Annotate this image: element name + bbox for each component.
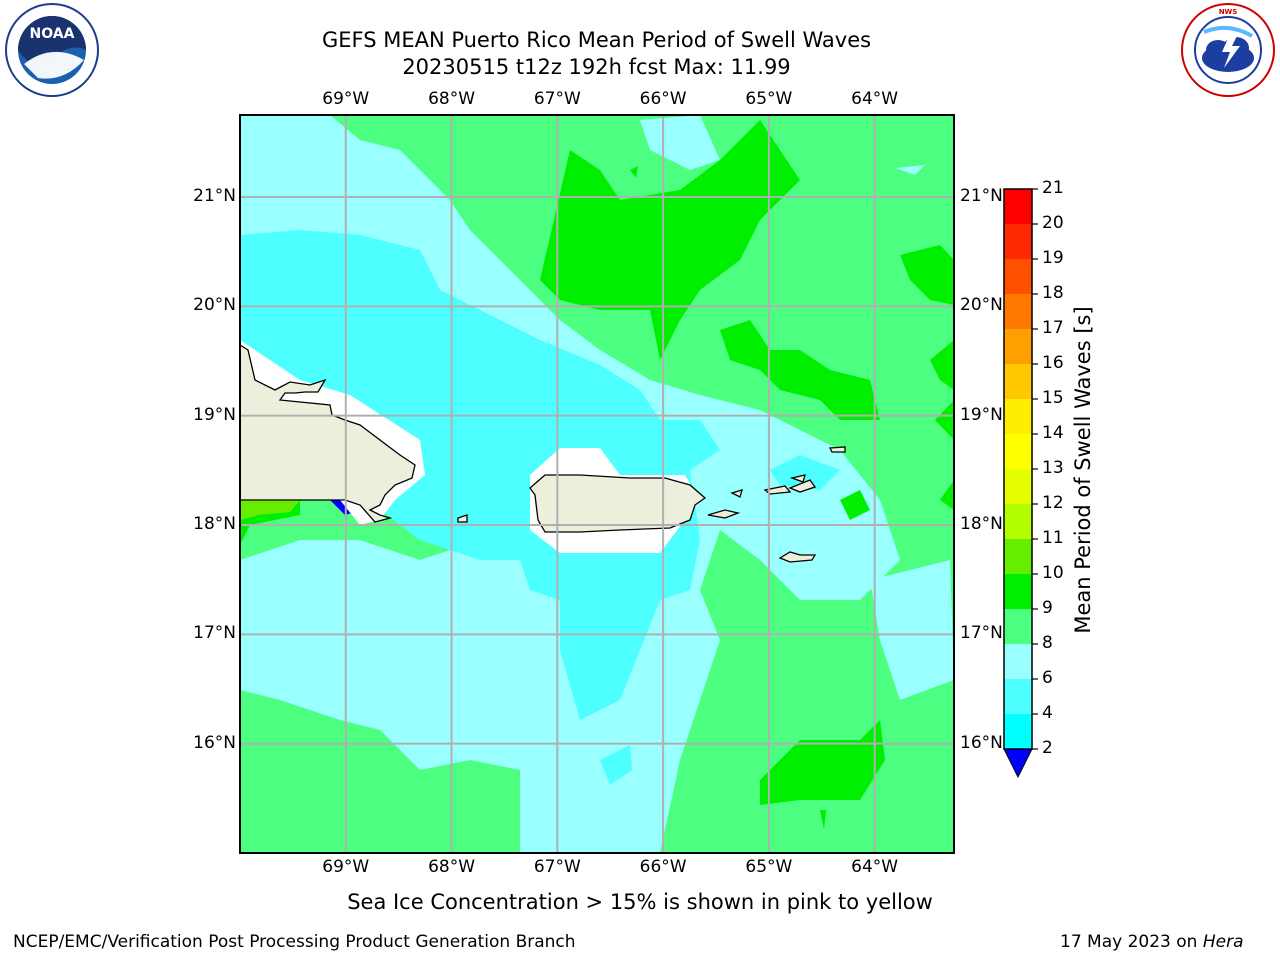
colorbar-label: 9: [1042, 598, 1053, 618]
colorbar-swatch: [1004, 294, 1032, 329]
colorbar-label: 18: [1042, 283, 1064, 303]
colorbar-swatch: [1004, 259, 1032, 294]
lon-tick-top: 66°W: [639, 89, 687, 109]
colorbar-label: 16: [1042, 353, 1064, 373]
footer-date-text: 17 May 2023 on: [1060, 932, 1203, 952]
lat-tick-right: 16°N: [960, 732, 1003, 753]
colorbar-label: 6: [1042, 668, 1053, 688]
lon-tick-top: 64°W: [851, 89, 899, 109]
contour-11-12: [240, 500, 300, 520]
colorbar-label: 12: [1042, 493, 1064, 513]
colorbar: [1003, 188, 1038, 779]
lon-tick-top: 69°W: [322, 89, 370, 109]
sea-ice-note: Sea Ice Concentration > 15% is shown in …: [347, 890, 933, 914]
footer-branch: NCEP/EMC/Verification Post Processing Pr…: [13, 932, 576, 952]
land: [239, 343, 846, 563]
colorbar-swatch: [1004, 574, 1032, 609]
lon-tick-bottom: 69°W: [322, 857, 370, 877]
colorbar-title: Mean Period of Swell Waves [s]: [1071, 306, 1095, 634]
colorbar-label: 17: [1042, 318, 1064, 338]
colorbar-label: 19: [1042, 248, 1064, 268]
lat-tick-left: 17°N: [193, 623, 236, 644]
lat-tick-left: 21°N: [193, 186, 236, 206]
lat-tick-right: 18°N: [960, 514, 1003, 534]
colorbar-label: 20: [1042, 213, 1064, 233]
noaa-logo: NOAA: [4, 2, 100, 98]
lat-tick-right: 20°N: [960, 295, 1003, 316]
contour-10-11: [240, 120, 954, 830]
colorbar-label: 13: [1042, 458, 1064, 478]
lat-tick-left: 16°N: [193, 732, 236, 753]
lon-tick-bottom: 65°W: [745, 857, 793, 877]
lon-tick-bottom: 64°W: [851, 857, 899, 877]
chart-title: GEFS MEAN Puerto Rico Mean Period of Swe…: [321, 28, 872, 52]
contour-6-8: [240, 230, 840, 785]
svg-text:NWS: NWS: [1219, 8, 1238, 16]
lat-tick-right: 21°N: [960, 186, 1003, 206]
colorbar-swatch: [1004, 609, 1032, 644]
lat-tick-left: 19°N: [193, 404, 236, 425]
noaa-wordmark: NOAA: [30, 26, 75, 42]
colorbar-swatch: [1004, 399, 1032, 434]
footer-host: Hera: [1202, 932, 1244, 952]
colorbar-extend-arrow: [1003, 748, 1033, 779]
colorbar-swatch: [1004, 644, 1032, 679]
lon-tick-bottom: 68°W: [428, 857, 476, 877]
lon-tick-top: 65°W: [745, 89, 793, 109]
grid: [240, 115, 954, 853]
colorbar-swatch: [1004, 329, 1032, 364]
colorbar-label: 4: [1042, 703, 1053, 723]
lon-tick-bottom: 66°W: [639, 857, 687, 877]
lon-tick-top: 68°W: [428, 89, 476, 109]
nws-logo: NWS: [1180, 2, 1276, 98]
colorbar-swatch: [1004, 364, 1032, 399]
colorbar-swatch: [1004, 679, 1032, 714]
colorbar-swatch: [1004, 504, 1032, 539]
colorbar-label: 21: [1042, 178, 1064, 198]
colorbar-swatch: [1004, 469, 1032, 504]
map-frame: [239, 114, 955, 854]
lat-tick-left: 18°N: [193, 514, 236, 534]
lat-tick-right: 17°N: [960, 623, 1003, 644]
footer-date: 17 May 2023 on Hera: [1060, 932, 1244, 952]
colorbar-label: 14: [1042, 423, 1064, 443]
colorbar-swatch: [1004, 224, 1032, 259]
colorbar-label: 10: [1042, 563, 1064, 583]
colorbar-label: 11: [1042, 528, 1064, 548]
lat-tick-right: 19°N: [960, 404, 1003, 425]
colorbar-label: 15: [1042, 388, 1064, 408]
lon-tick-bottom: 67°W: [533, 857, 581, 877]
colorbar-swatch: [1004, 434, 1032, 469]
chart-subtitle: 20230515 t12z 192h fcst Max: 11.99: [402, 55, 791, 79]
colorbar-swatch: [1004, 189, 1032, 224]
colorbar-label: 8: [1042, 633, 1053, 653]
contour-2-4: [330, 500, 355, 515]
colorbar-swatch: [1004, 539, 1032, 574]
lon-tick-top: 67°W: [533, 89, 581, 109]
colorbar-label: 2: [1042, 738, 1053, 758]
colorbar-swatch: [1004, 714, 1032, 749]
lat-tick-left: 20°N: [193, 295, 236, 316]
